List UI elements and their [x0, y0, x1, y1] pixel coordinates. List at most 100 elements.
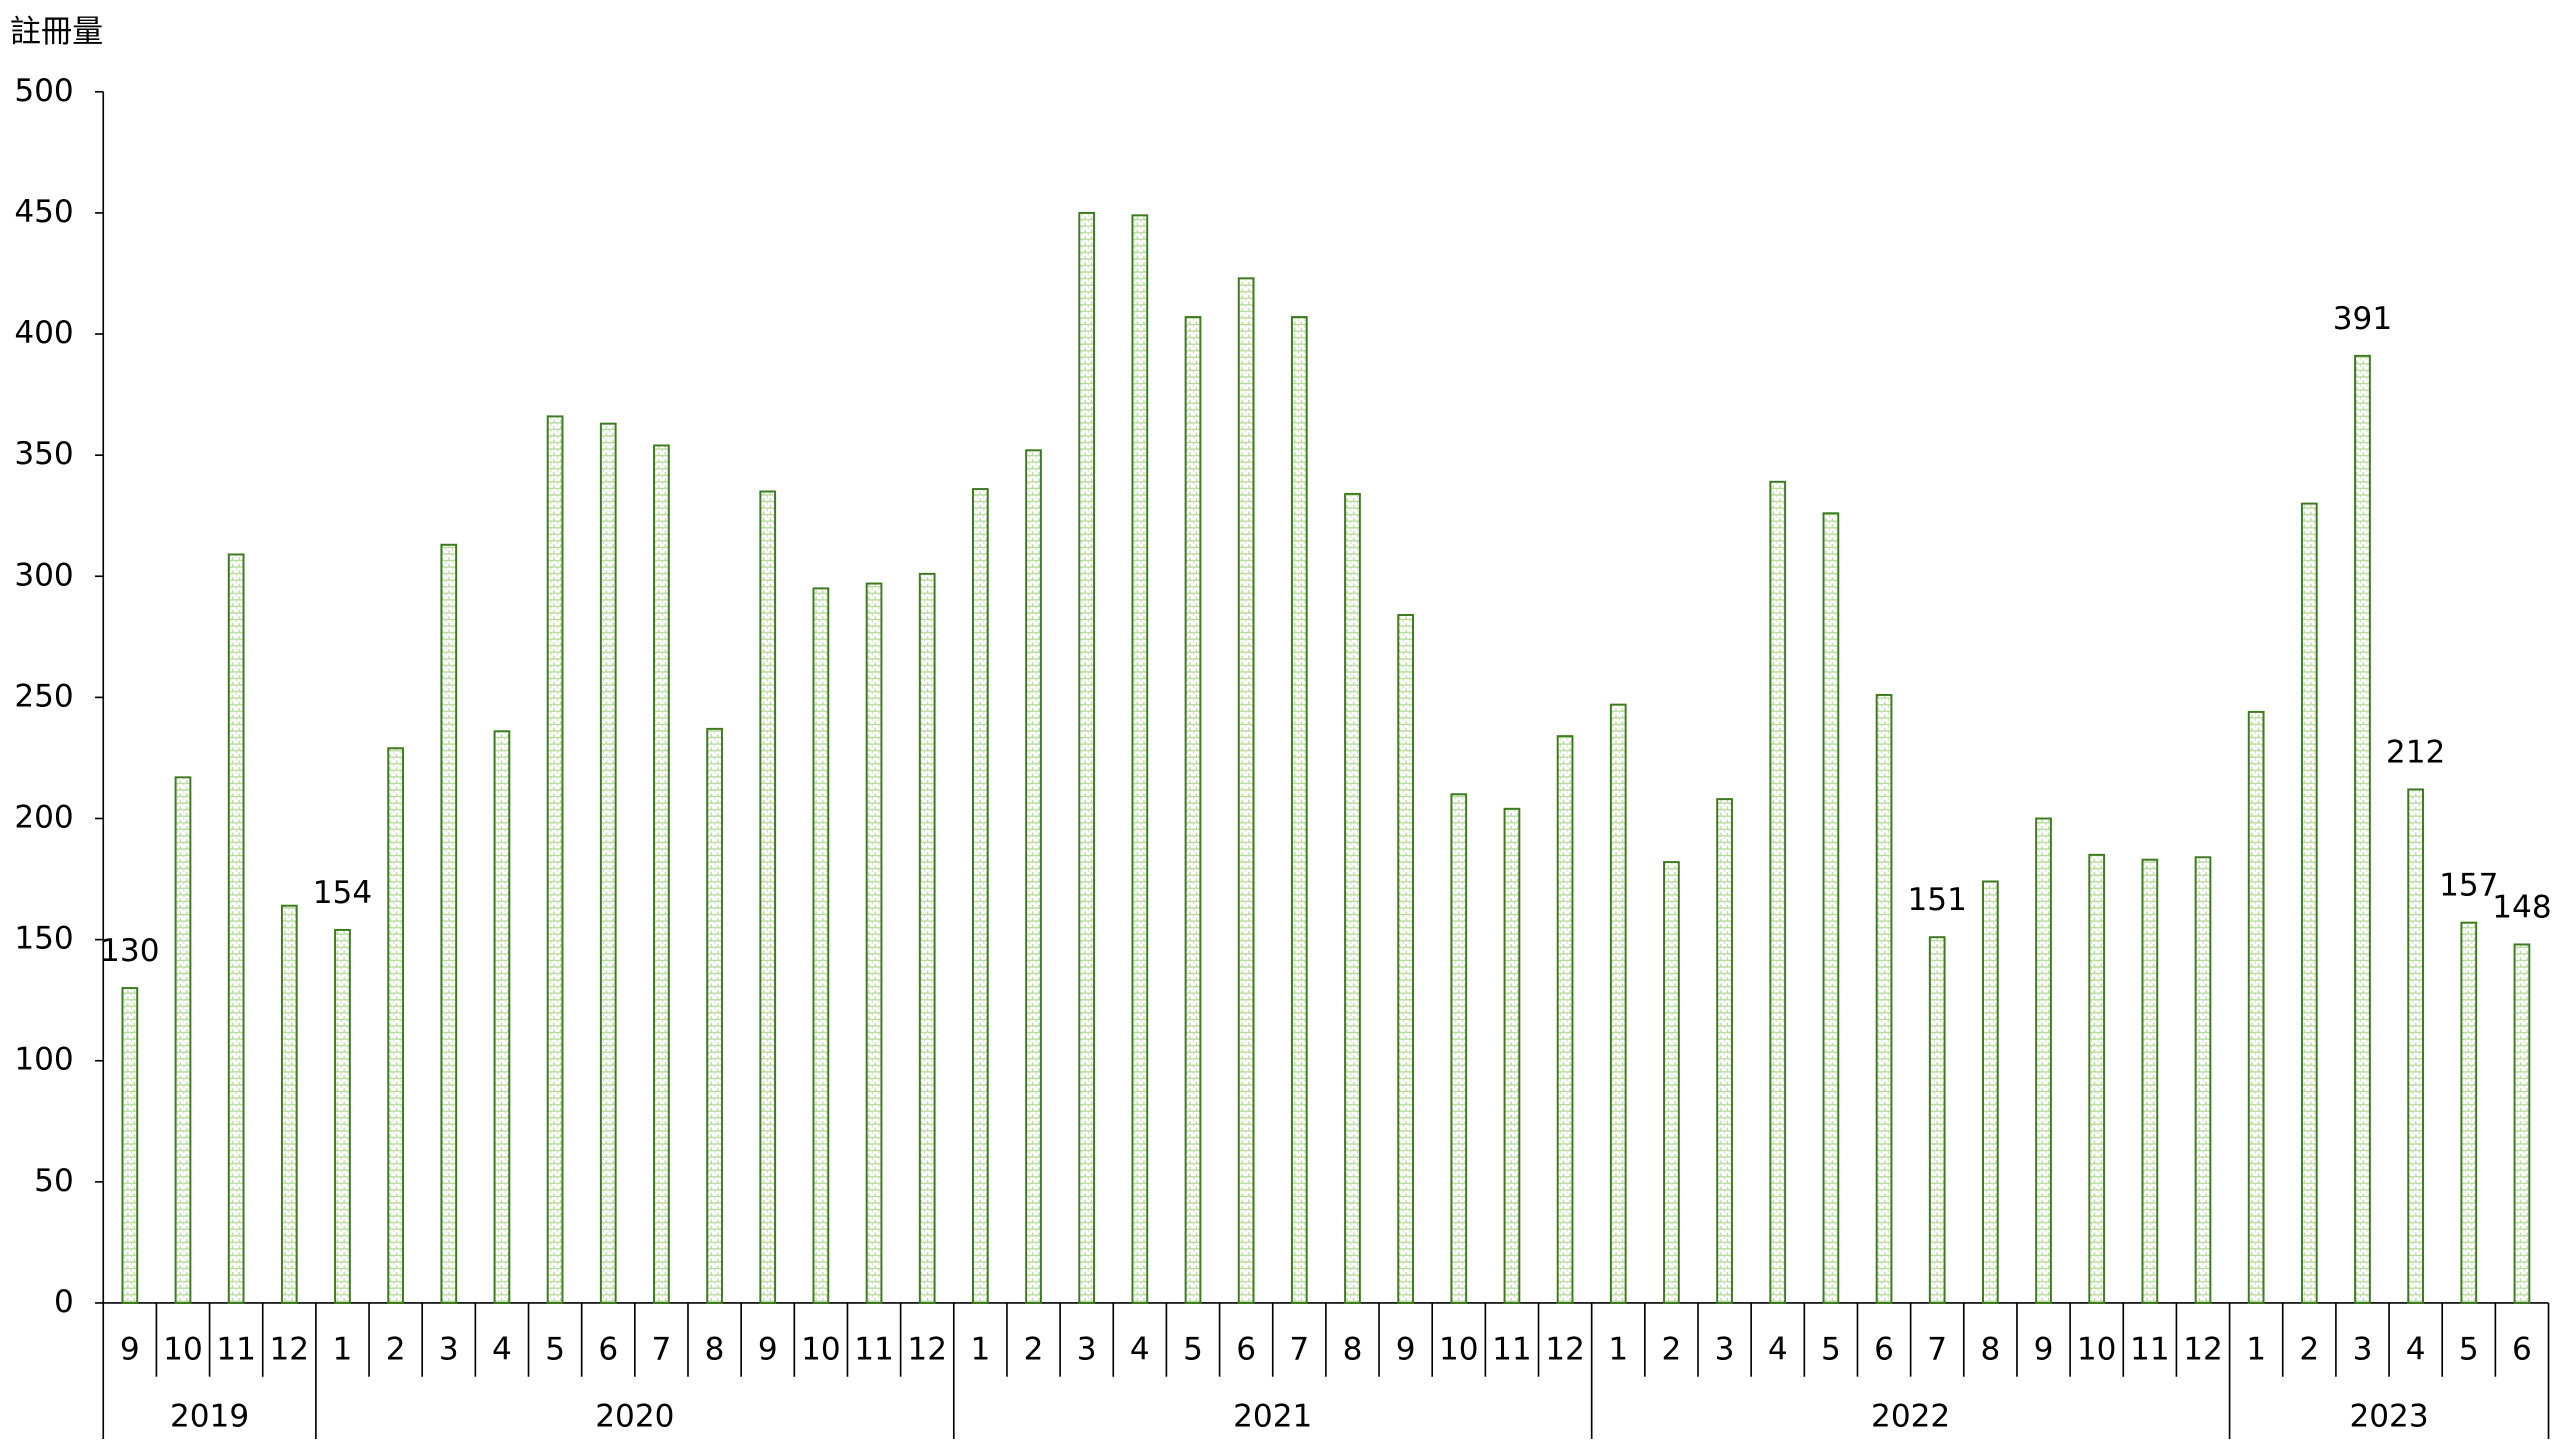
group-label: 2020	[595, 1399, 674, 1435]
x-tick-label: 9	[2034, 1331, 2054, 1367]
x-tick-label: 6	[1874, 1331, 1894, 1367]
x-tick-label: 12	[2183, 1331, 2223, 1367]
bar	[440, 543, 458, 1304]
x-tick-label: 11	[1492, 1331, 1532, 1367]
bar	[599, 422, 617, 1304]
x-tick-label: 2	[386, 1331, 406, 1367]
bar	[1982, 880, 1999, 1304]
y-tick-label: 300	[14, 557, 73, 593]
y-tick-label: 350	[14, 436, 73, 472]
bar	[1184, 316, 1202, 1304]
x-tick-label: 5	[545, 1331, 565, 1367]
bar	[2513, 943, 2531, 1304]
x-tick-label: 11	[216, 1331, 256, 1367]
bar	[2247, 710, 2265, 1304]
x-tick-label: 12	[270, 1331, 310, 1367]
value-label: 130	[100, 933, 159, 969]
bar	[1769, 480, 1787, 1304]
x-tick-label: 4	[1768, 1331, 1788, 1367]
x-tick-label: 7	[652, 1331, 672, 1367]
bar	[918, 572, 936, 1304]
x-tick-label: 3	[1077, 1331, 1097, 1367]
y-tick-label: 0	[54, 1284, 74, 1320]
bar	[865, 582, 883, 1304]
y-tick-label: 450	[14, 194, 73, 230]
bar	[653, 444, 670, 1304]
y-axis-title: 註冊量	[10, 14, 103, 50]
y-tick-label: 500	[14, 73, 73, 109]
x-tick-label: 5	[1821, 1331, 1841, 1367]
bar	[387, 747, 404, 1304]
bar	[2460, 921, 2478, 1304]
bar	[2407, 788, 2424, 1304]
bar	[1822, 512, 1840, 1304]
value-label: 212	[2386, 734, 2445, 770]
bar	[1556, 735, 1574, 1304]
y-tick-label: 250	[14, 678, 73, 714]
x-tick-label: 11	[2130, 1331, 2170, 1367]
bar	[2354, 354, 2371, 1304]
group-label: 2021	[1233, 1399, 1312, 1435]
x-tick-label: 12	[1545, 1331, 1585, 1367]
bar	[174, 776, 192, 1304]
bar	[1131, 214, 1149, 1304]
x-tick-label: 9	[758, 1331, 778, 1367]
x-tick-label: 4	[492, 1331, 512, 1367]
bar	[1237, 277, 1255, 1304]
bar	[1290, 316, 1308, 1304]
group-label: 2022	[1871, 1399, 1950, 1435]
value-label: 154	[313, 875, 372, 911]
bar	[1663, 861, 1680, 1304]
x-tick-label: 10	[801, 1331, 841, 1367]
x-tick-label: 1	[333, 1331, 353, 1367]
bar	[546, 415, 564, 1304]
bar	[2194, 856, 2212, 1304]
bar	[1450, 793, 1468, 1304]
x-tick-label: 6	[2512, 1331, 2532, 1367]
x-tick-label: 3	[1715, 1331, 1735, 1367]
y-tick-label: 50	[34, 1163, 74, 1199]
x-tick-label: 2	[1662, 1331, 1682, 1367]
x-tick-label: 6	[598, 1331, 618, 1367]
group-label: 2023	[2349, 1399, 2428, 1435]
bar	[280, 904, 298, 1304]
x-tick-label: 7	[1927, 1331, 1947, 1367]
x-tick-label: 8	[1343, 1331, 1363, 1367]
x-tick-label: 4	[2406, 1331, 2426, 1367]
x-tick-label: 10	[163, 1331, 203, 1367]
bar	[759, 490, 777, 1304]
bar	[2088, 853, 2106, 1304]
bar	[1078, 211, 1096, 1304]
x-tick-label: 8	[1980, 1331, 2000, 1367]
y-tick-label: 400	[14, 315, 73, 351]
x-tick-label: 12	[907, 1331, 947, 1367]
bar	[2035, 817, 2052, 1304]
x-tick-label: 10	[1439, 1331, 1479, 1367]
x-tick-label: 2	[2299, 1331, 2319, 1367]
x-tick-label: 3	[439, 1331, 459, 1367]
y-tick-label: 200	[14, 799, 73, 835]
bar	[1397, 614, 1414, 1304]
x-tick-label: 4	[1130, 1331, 1150, 1367]
x-tick-label: 8	[705, 1331, 725, 1367]
bar	[227, 553, 245, 1304]
value-label: 151	[1907, 882, 1966, 918]
y-tick-label: 100	[14, 1042, 73, 1078]
bar	[972, 488, 989, 1304]
x-tick-label: 5	[1183, 1331, 1203, 1367]
value-label: 157	[2439, 868, 2498, 904]
x-tick-label: 6	[1236, 1331, 1256, 1367]
bar	[706, 727, 723, 1304]
x-tick-label: 1	[970, 1331, 990, 1367]
x-tick-label: 2	[1024, 1331, 1044, 1367]
x-tick-label: 1	[2246, 1331, 2266, 1367]
bar	[2141, 858, 2159, 1304]
bar	[121, 987, 139, 1304]
bar	[1609, 703, 1627, 1304]
x-tick-label: 3	[2353, 1331, 2373, 1367]
bar	[493, 730, 511, 1304]
bar	[2300, 502, 2318, 1304]
value-label: 148	[2492, 889, 2551, 925]
